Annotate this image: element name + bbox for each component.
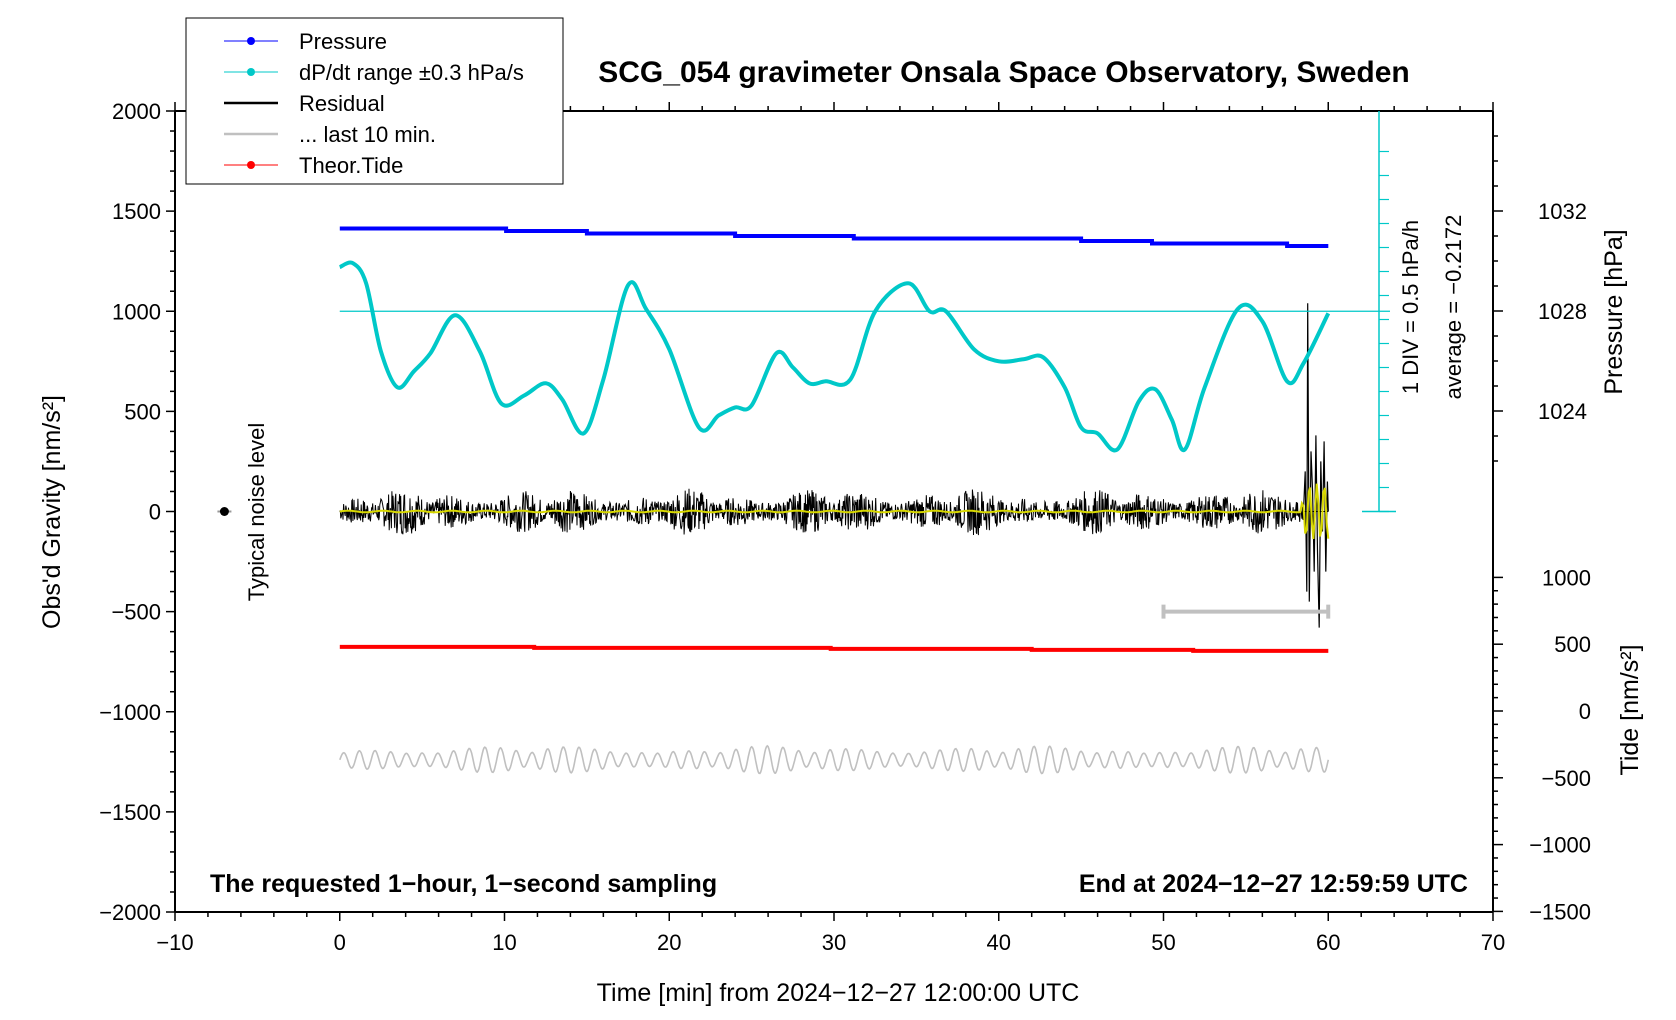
oscillation-trace — [339, 744, 1330, 775]
y-tick-label: 1500 — [112, 199, 161, 224]
legend-label: Pressure — [299, 29, 387, 54]
y-tick-label: 0 — [149, 500, 161, 525]
legend-dot — [247, 68, 255, 76]
x-tick-label: 40 — [987, 930, 1011, 955]
chart-title: SCG_054 gravimeter Onsala Space Observat… — [598, 56, 1410, 89]
x-tick-label: 0 — [334, 930, 346, 955]
tide-tick-label: 500 — [1554, 632, 1591, 657]
tide-trace — [339, 644, 1329, 653]
x-tick-label: 50 — [1151, 930, 1175, 955]
y-axis-label-pressure: Pressure [hPa] — [1600, 229, 1628, 394]
x-tick-label: 60 — [1316, 930, 1340, 955]
legend-entries: Pressure dP/dt range ±0.3 hPa/s Residual..… — [224, 29, 524, 178]
noise-level-label: Typical noise level — [244, 423, 269, 602]
y-tick-label: −1500 — [99, 800, 161, 825]
x-tick-label: 20 — [657, 930, 681, 955]
series-layer — [217, 226, 1331, 775]
tide-tick-label: −1500 — [1529, 899, 1591, 924]
pressure-tick-label: 1024 — [1538, 399, 1587, 424]
legend-box — [185, 17, 564, 185]
tick-labels: −10 0 10 20 30 40 50 60 70 −2000 −1500 −1000 −500 0 50… — [99, 99, 1591, 955]
residual-burst — [1302, 303, 1329, 628]
axis-ticks — [166, 102, 1503, 921]
dpdt-div-label: 1 DIV = 0.5 hPa/h — [1398, 220, 1423, 394]
residual-smoothed-trace — [339, 483, 1330, 540]
pressure-trace — [339, 226, 1329, 248]
pressure-tick-label: 1032 — [1538, 199, 1587, 224]
y-tick-label: 2000 — [112, 99, 161, 124]
dpdt-trace — [338, 260, 1331, 453]
noise-marker-dot — [219, 507, 229, 516]
legend-dot — [247, 161, 255, 169]
legend-label: Theor.Tide — [299, 153, 403, 178]
dpdt-scale — [339, 111, 1396, 513]
dpdt-average-label: average = −0.2172 — [1441, 215, 1466, 400]
y-axis-label-tide: Tide [nm/s²] — [1616, 644, 1644, 775]
y-tick-label: −2000 — [99, 900, 161, 925]
x-axis-label: Time [min] from 2024−12−27 12:00:00 UTC — [597, 979, 1080, 1007]
x-tick-label: 10 — [492, 930, 516, 955]
tide-tick-label: 0 — [1579, 699, 1591, 724]
legend-label: dP/dt range ±0.3 hPa/s — [299, 60, 524, 85]
x-tick-label: −10 — [156, 930, 193, 955]
legend-dot — [247, 37, 255, 45]
y-tick-label: −1000 — [99, 700, 161, 725]
tide-tick-label: −1000 — [1529, 833, 1591, 858]
legend: Pressure dP/dt range ±0.3 hPa/s Residual..… — [185, 17, 564, 185]
residual-trace — [339, 488, 1329, 536]
note-sampling: The requested 1−hour, 1−second sampling — [210, 870, 717, 898]
x-tick-label: 30 — [822, 930, 846, 955]
y-tick-label: 500 — [124, 399, 161, 424]
tide-tick-label: 1000 — [1542, 565, 1591, 590]
x-tick-label: 70 — [1481, 930, 1505, 955]
tide-tick-label: −500 — [1541, 766, 1591, 791]
y-axis-label-gravity: Obs'd Gravity [nm/s²] — [38, 395, 66, 629]
legend-label: ... last 10 min. — [299, 122, 436, 147]
y-tick-label: 1000 — [112, 299, 161, 324]
note-end-time: End at 2024−12−27 12:59:59 UTC — [1079, 870, 1468, 898]
pressure-tick-label: 1028 — [1538, 299, 1587, 324]
y-tick-label: −500 — [111, 600, 161, 625]
legend-label: Residual — [299, 91, 385, 116]
